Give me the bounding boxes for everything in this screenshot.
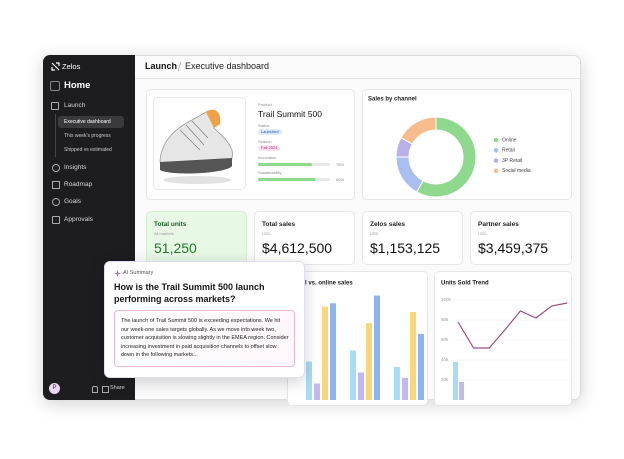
bell-icon[interactable] <box>92 386 98 393</box>
ai-answer-box: The launch of Trail Summit 500 is exceed… <box>114 310 295 367</box>
kpi-title: Total sales <box>262 221 296 228</box>
nav-icon <box>52 198 60 206</box>
kpi-subtitle: All markets <box>154 231 174 236</box>
kpi-card <box>146 211 247 265</box>
nav-icon <box>52 164 60 172</box>
chart-card <box>287 271 428 406</box>
nav-item[interactable]: Approvals <box>64 216 93 223</box>
nav-active <box>58 116 124 128</box>
season-badge: Fall 2024 <box>258 145 281 151</box>
share-icon <box>102 386 109 393</box>
kpi-value: $1,153,125 <box>370 240 441 256</box>
sparkle-icon <box>114 270 121 277</box>
field-label: Status <box>258 123 270 128</box>
metric-label: Sustainability <box>258 170 282 175</box>
product-image <box>153 97 246 190</box>
nav-line <box>55 114 56 157</box>
metric-label: Innovation <box>258 155 277 160</box>
product-name: Trail Summit 500 <box>258 109 322 119</box>
workspace-icon <box>50 81 60 91</box>
avatar[interactable]: P <box>49 383 60 394</box>
kpi-card <box>470 211 572 265</box>
nav-icon <box>51 102 59 110</box>
nav-icon <box>52 181 60 189</box>
kpi-title: Total units <box>154 221 187 228</box>
metric-value: 80% <box>336 177 345 182</box>
subnav-item[interactable]: Shipped vs estimated <box>64 147 112 153</box>
chart-card <box>434 271 572 406</box>
kpi-title: Partner sales <box>478 221 519 228</box>
nav-item[interactable]: Roadmap <box>64 181 93 188</box>
nav-item[interactable]: Insights <box>64 164 87 171</box>
ai-summary-card: AI Summary How is the Trail Summit 500 l… <box>104 261 305 378</box>
nav-item[interactable]: Goals <box>64 198 81 205</box>
subnav-item[interactable]: This week's progress <box>64 133 111 139</box>
kpi-value: 51,250 <box>154 240 197 256</box>
ai-answer: The launch of Trail Summit 500 is exceed… <box>121 318 289 358</box>
field-label: Season <box>258 139 272 144</box>
nav-icon <box>52 216 60 224</box>
breadcrumb-separator <box>177 61 182 72</box>
kpi-value: $4,612,500 <box>262 240 333 256</box>
status-badge: Launched <box>258 129 282 135</box>
nav-item[interactable]: Launch <box>64 102 86 109</box>
kpi-subtitle: USD <box>478 231 487 236</box>
workspace-switcher[interactable]: Home <box>64 80 91 91</box>
ai-question: How is the Trail Summit 500 launch perfo… <box>114 282 265 304</box>
caption: Product <box>258 102 272 107</box>
subnav-item[interactable]: Executive dashboard <box>64 119 111 125</box>
chart-card <box>362 89 572 200</box>
kpi-title: Zelos sales <box>370 221 406 228</box>
kpi-card <box>362 211 463 265</box>
breadcrumb-item: Executive dashboard <box>185 61 270 71</box>
kpi-value: $3,459,375 <box>478 240 549 256</box>
brand-name: Zelos <box>62 62 81 71</box>
breadcrumb-item[interactable]: Launch <box>145 61 178 71</box>
brand-logo <box>51 62 60 71</box>
header-divider <box>135 78 581 79</box>
share-button[interactable]: Share <box>110 385 125 391</box>
kpi-card <box>254 211 355 265</box>
metric-value: 75% <box>336 162 345 167</box>
kpi-subtitle: USD <box>262 231 271 236</box>
ai-badge: AI Summary <box>123 270 154 276</box>
kpi-subtitle: USD <box>370 231 379 236</box>
